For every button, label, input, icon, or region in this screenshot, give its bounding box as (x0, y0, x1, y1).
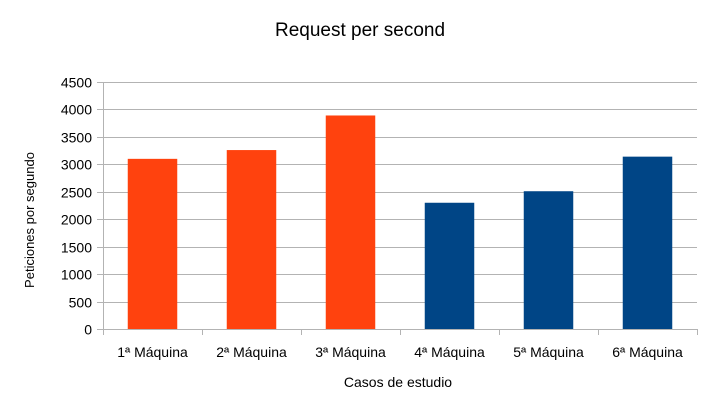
x-tick-label: 6ª Máquina (612, 344, 683, 360)
y-tick-label: 3000 (61, 157, 92, 173)
x-tick-label: 4ª Máquina (414, 344, 485, 360)
gridlines (103, 82, 697, 303)
y-tick-label: 4000 (61, 102, 92, 118)
y-tick-label: 4500 (61, 75, 92, 91)
x-tick-label: 3ª Máquina (315, 344, 386, 360)
bar (424, 202, 475, 329)
y-tick-label: 0 (84, 322, 92, 338)
y-tick-label: 1000 (61, 267, 92, 283)
y-tick-label: 3500 (61, 130, 92, 146)
y-axis-title: Peticiones por segundo (22, 152, 37, 288)
x-axis-title: Casos de estudio (344, 374, 452, 390)
bars (127, 115, 673, 329)
x-tick-labels: 1ª Máquina 2ª Máquina 3ª Máquina 4ª Máquina… (117, 344, 683, 360)
y-tick-labels: 0 500 1000 1500 2000 2500 3000 3500 4000 4500 (61, 75, 92, 338)
bar (523, 191, 574, 329)
y-tick-label: 500 (69, 295, 93, 311)
chart-title: Request per second (275, 20, 445, 41)
bar (325, 115, 376, 329)
x-tick-label: 5ª Máquina (513, 344, 584, 360)
y-tick-label: 2000 (61, 212, 92, 228)
y-tick-label: 1500 (61, 240, 92, 256)
y-tick-label: 2500 (61, 185, 92, 201)
bar (127, 158, 178, 329)
bar (622, 156, 673, 329)
axes (97, 82, 698, 335)
x-tick-label: 2ª Máquina (216, 344, 287, 360)
bar (226, 150, 277, 329)
x-tick-label: 1ª Máquina (117, 344, 188, 360)
